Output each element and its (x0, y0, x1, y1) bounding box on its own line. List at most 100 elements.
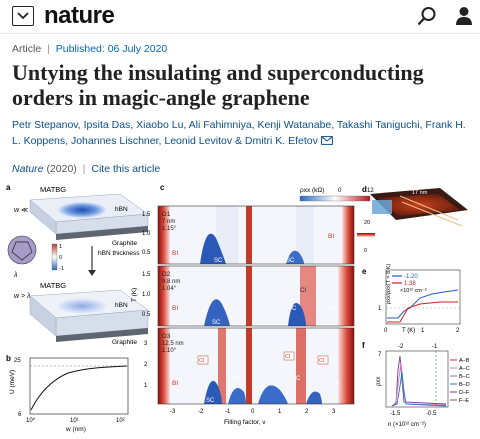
user-icon[interactable] (455, 6, 473, 26)
b-ytick-top: 25 (14, 358, 21, 364)
published-date: Published: 06 July 2020 (55, 43, 168, 55)
d3-ytick-1: 2 (144, 362, 148, 368)
author-list: Petr Stepanov, Ipsita Das, Xiaobo Lu, Al… (12, 117, 474, 149)
site-header: nature (0, 0, 480, 34)
f-top-tick-1: -1 (432, 344, 438, 350)
c-xtick-3: 0 (251, 409, 255, 415)
d1-ytick-0: 1.5 (142, 212, 151, 218)
d1-angle: 1.15° (162, 226, 177, 232)
d2-label-ci: CI (300, 288, 306, 294)
b-xtick-0: 10⁰ (26, 417, 36, 424)
article-type: Article (12, 43, 42, 55)
panel-e: e -1.20 1.38 ×10¹² cm⁻² 1 ρxx/ρxx(T = 8 … (362, 264, 461, 334)
d1-label-sc-right: SC (286, 258, 295, 264)
cbar-tick-bottom: -1 (59, 266, 64, 272)
f-legend-1: A–C (459, 366, 470, 372)
e-xlabel: T (K) (402, 328, 415, 334)
panel-f-label: f (362, 341, 365, 350)
bottom-substrate-label: hBN (115, 302, 128, 309)
article-title: Untying the insulating and superconducti… (12, 60, 424, 110)
d2-label-bi-left: BI (172, 305, 178, 312)
c-xlabel: Filling factor, ν (224, 419, 266, 426)
b-ytick-bottom: 6 (18, 412, 22, 418)
panel-a: a MATBG w ≪ λ hBN Graphite λ 1 0 -1 hBN … (6, 183, 149, 346)
d3-label-sc-1: SC (206, 398, 215, 404)
mail-icon[interactable] (320, 136, 333, 145)
b-xtick-1: 10¹ (70, 418, 79, 424)
f-xtick-0: -1.5 (390, 411, 401, 417)
c-xtick-6: 3 (332, 409, 336, 415)
d1-label-bi-left: BI (172, 250, 178, 257)
c-cbar-tick-0: 0 (338, 188, 342, 194)
meta-separator: | (47, 43, 50, 55)
f-xlabel: n (×10¹² cm⁻²) (388, 422, 426, 428)
panel-c: c ρxx (kΩ) 0 12 D1 7 nm 1.15° BI SC SC B… (131, 183, 374, 426)
d3-label-bi-right: BI (333, 380, 339, 387)
authors-links[interactable]: Petr Stepanov, Ipsita Das, Xiaobo Lu, Al… (12, 119, 466, 147)
f-top-tick-0: -2 (398, 344, 404, 350)
panel-a-label: a (6, 183, 11, 192)
d2-thickness: 9.8 nm (162, 279, 180, 285)
menu-button[interactable] (12, 6, 34, 26)
f-ylabel: ρxx (376, 377, 382, 386)
d2-ytick-0: 1.5 (142, 272, 151, 278)
cbar-tick-top: 1 (59, 244, 62, 250)
journal-link[interactable]: Nature (12, 163, 44, 175)
panel-b: b 25 6 U (meV) 10⁰ 10¹ 10² w (nm) (6, 354, 129, 433)
c-xtick-4: 1 (278, 409, 282, 415)
f-legend-2: B–C (459, 374, 470, 380)
e-legend-0: -1.20 (404, 274, 418, 280)
d2-name: D2 (162, 271, 171, 278)
bottom-gate-label: Graphite (112, 339, 137, 346)
e-legend-unit: ×10¹² cm⁻² (400, 288, 427, 294)
d2-label-sc-left: SC (212, 320, 221, 326)
bottom-device-label: MATBG (40, 281, 66, 290)
d3-ytick-0: 3 (144, 341, 148, 347)
e-legend-1: 1.38 (404, 281, 416, 287)
lambda-label: λ (13, 272, 18, 279)
f-ytick-0: 7 (378, 352, 382, 358)
figure-1[interactable]: a MATBG w ≪ λ hBN Graphite λ 1 0 -1 hBN … (0, 180, 480, 434)
c-xtick-5: 2 (305, 409, 309, 415)
d1-name: D1 (162, 211, 171, 218)
c-ylabel: T (K) (131, 288, 138, 302)
c-xtick-2: -1 (225, 409, 231, 415)
d2-ytick-1: 1.0 (142, 292, 151, 298)
d3-label-ci-right: CI (319, 358, 325, 364)
panel-d-label: d (362, 185, 367, 194)
c-colorbar (299, 195, 371, 202)
d3-label-ci-mid: CI (285, 354, 291, 360)
cite-article-link[interactable]: Cite this article (91, 163, 161, 175)
d2-label-sc-right: SC (288, 306, 297, 312)
d3-angle: 1.10° (162, 348, 177, 354)
c-cbar-tick-1: 12 (367, 188, 374, 194)
d-scale-tick-1: 0 (364, 248, 367, 254)
cite-separator: | (82, 163, 86, 175)
panel-d: d 17 nm 20 0 (357, 185, 468, 254)
search-icon[interactable] (417, 6, 437, 26)
site-logo[interactable]: nature (44, 2, 115, 29)
c-subpanel-d2: D2 9.8 nm 1.04° BI SC SC CI BI 1.5 1.0 0… (131, 265, 355, 327)
d1-label-sc-left: SC (214, 258, 223, 264)
d-width-label: 17 nm (412, 190, 428, 196)
f-legend-5: F–E (459, 398, 469, 404)
top-substrate-label: hBN (115, 206, 128, 213)
d1-ytick-1: 1.0 (142, 231, 151, 237)
d1-ytick-2: 0.5 (142, 250, 151, 256)
e-ytick-0: 1 (378, 306, 382, 312)
e-ylabel: ρxx/ρxx(T = 8 K) (386, 264, 392, 304)
d3-label-ci-left: CI (199, 358, 205, 364)
d2-label-bi-right: BI (330, 305, 336, 312)
d3-thickness: 12.5 nm (162, 341, 184, 347)
panel-f: f -2 -1 7 ρxx -1.5 -0.5 n (×10¹² cm⁻²) A… (362, 341, 470, 428)
d1-label-bi-right: BI (328, 233, 334, 240)
top-condition-label: w ≪ λ (14, 207, 34, 214)
e-xtick-0: 0 (384, 328, 388, 334)
c-subpanel-d3: D3 12.5 nm 1.10° BI CI SC SC CI SC CI BI… (144, 327, 355, 405)
d2-ytick-2: 0.5 (142, 312, 151, 318)
c-xtick-0: -3 (170, 409, 176, 415)
d3-label-sc-3: SC (292, 376, 301, 382)
d3-label-sc-2: SC (232, 376, 241, 382)
panel-b-label: b (6, 354, 11, 363)
f-legend-0: A–B (459, 358, 470, 364)
